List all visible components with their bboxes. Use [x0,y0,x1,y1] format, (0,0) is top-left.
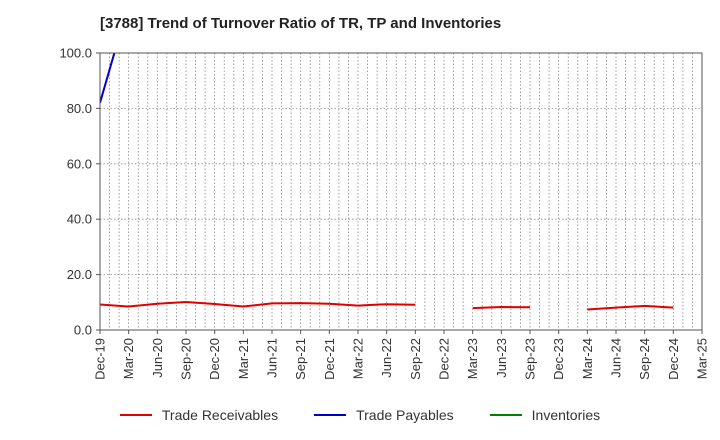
y-tick-label: 0.0 [74,323,92,338]
x-tick-label: Dec-19 [93,338,108,380]
x-tick-label: Mar-21 [236,338,251,379]
x-tick-label: Dec-23 [551,338,566,380]
x-tick-label: Mar-25 [695,338,710,379]
x-tick-label: Mar-24 [580,338,595,379]
x-tick-label: Sep-20 [179,338,194,380]
x-tick-label: Dec-20 [207,338,222,380]
x-tick-label: Dec-22 [437,338,452,380]
legend-swatch [314,414,347,416]
x-tick-label: Jun-20 [150,338,165,378]
x-tick-label: Dec-21 [322,338,337,380]
y-tick-label: 80.0 [67,101,92,116]
series-line [472,305,531,310]
x-tick-label: Jun-23 [494,338,509,378]
x-tick-label: Dec-24 [666,338,681,380]
grid-layer [100,52,702,331]
series-line [100,300,416,308]
legend-swatch [489,414,522,416]
y-tick-label: 60.0 [67,156,92,171]
x-tick-label: Jun-21 [265,338,280,378]
x-tick-label: Jun-24 [609,338,624,378]
legend: Trade Receivables Trade Payables Inventori… [0,403,720,427]
x-tick-label: Mar-20 [121,338,136,379]
legend-item: Trade Payables [314,407,454,423]
legend-label: Inventories [531,407,601,423]
chart-title: [3788] Trend of Turnover Ratio of TR, TP… [100,15,502,32]
legend-item: Trade Receivables [119,407,279,423]
x-tick-label: Mar-23 [465,338,480,379]
legend-swatch [119,414,152,416]
legend-label: Trade Payables [356,407,454,423]
series-line [100,53,116,104]
plot-frame [99,52,703,331]
series-layer [100,53,674,311]
y-tick-label: 40.0 [67,212,92,227]
x-tick-label: Mar-22 [351,338,366,379]
series-line [587,304,674,311]
x-tick-label: Sep-23 [523,338,538,380]
axis-layer: 0.0 20.0 40.0 60.0 80.0 100.0 Dec-19 Mar-20 Jun-… [59,46,709,380]
x-tick-label: Sep-22 [408,338,423,380]
legend-item: Inventories [489,407,601,423]
y-tick-label: 100.0 [59,46,92,61]
x-tick-label: Sep-21 [293,338,308,380]
x-tick-label: Jun-22 [379,338,394,378]
y-tick-label: 20.0 [67,267,92,282]
x-tick-label: Sep-24 [637,338,652,380]
legend-label: Trade Receivables [161,407,279,423]
